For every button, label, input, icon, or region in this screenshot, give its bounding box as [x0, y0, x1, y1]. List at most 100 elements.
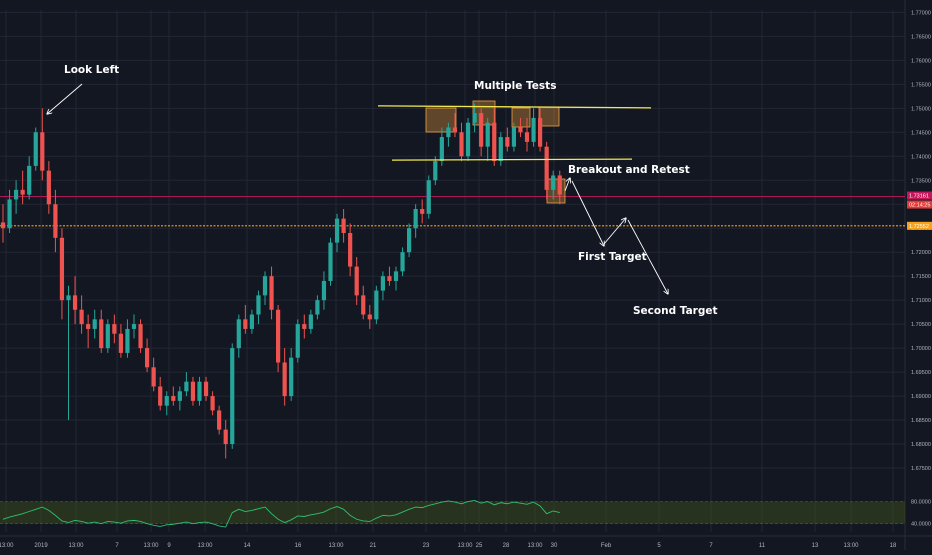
- rsi-tick-label: 80.0000: [911, 500, 931, 506]
- candle-body: [59, 237, 65, 301]
- candle-body: [511, 127, 516, 147]
- candle-body: [151, 367, 156, 387]
- candle-body: [105, 324, 110, 349]
- first-target-label: First Target: [578, 251, 647, 263]
- candle-body: [407, 228, 412, 253]
- candle-body: [158, 386, 163, 406]
- price-tick-label: 1.76000: [911, 58, 931, 64]
- price-axis[interactable]: 1.77000 1.76500 1.76000 1.75500 1.75000 1.745…: [907, 10, 932, 528]
- candle-body: [66, 295, 71, 301]
- candle-body: [27, 165, 32, 195]
- price-tick-label: 1.76500: [911, 34, 931, 40]
- candle-body: [262, 276, 268, 296]
- resistance-test-box: [546, 178, 566, 204]
- candle-body: [400, 252, 405, 272]
- candle-body: [86, 324, 91, 329]
- candle-body: [420, 209, 425, 214]
- look-left-arrow: [47, 83, 83, 114]
- candle-body: [269, 276, 274, 310]
- candle-body: [505, 137, 510, 147]
- multiple-tests-label: Multiple Tests: [474, 80, 556, 92]
- candle-body: [164, 396, 169, 406]
- candle-body: [472, 113, 477, 123]
- breakout-line[interactable]: [391, 158, 633, 161]
- candle-body: [92, 319, 97, 329]
- current-price-tag: 1.73161: [907, 191, 932, 200]
- candle-body: [538, 117, 543, 147]
- current-price-tag-text: 1.73161: [909, 194, 929, 200]
- candle-body: [531, 117, 536, 142]
- candle-body: [256, 295, 261, 315]
- candle-body: [14, 189, 19, 200]
- trend-lines[interactable]: [377, 105, 652, 161]
- candle-body: [295, 324, 300, 358]
- candle-body: [197, 381, 202, 401]
- candle-body: [433, 161, 438, 181]
- countdown-tag: 02:14:25: [907, 200, 932, 209]
- candle-body: [223, 429, 228, 445]
- candle-body: [33, 132, 38, 166]
- candle-body: [72, 295, 78, 310]
- candle-body: [203, 381, 209, 397]
- price-tick-label: 1.77000: [911, 10, 931, 16]
- candle-body: [354, 266, 359, 296]
- candle-body: [387, 276, 392, 281]
- time-axis[interactable]: 13:00 2019 13:00 7 13:00 9 13:00 14 16 13:00 21 23 1…: [0, 543, 897, 549]
- candle-body: [367, 314, 372, 320]
- resistance-test-box: [511, 107, 531, 128]
- time-tick-label: 13: [812, 543, 819, 549]
- candle-body: [485, 122, 490, 147]
- time-tick-label: 28: [503, 543, 510, 549]
- candle-body: [282, 362, 287, 397]
- time-tick-label: 18: [890, 543, 897, 549]
- candle-body: [99, 319, 104, 349]
- candle-body: [7, 199, 12, 229]
- bounce-arrow: [603, 218, 626, 245]
- rsi-pane: [0, 499, 905, 528]
- candle-body: [276, 309, 281, 363]
- candle-body: [230, 348, 235, 445]
- time-tick-label: 25: [476, 543, 483, 549]
- candle-body: [341, 218, 346, 234]
- candle-body: [40, 132, 45, 171]
- candle-body: [439, 137, 444, 162]
- candle-body: [544, 146, 549, 190]
- candle-body: [125, 328, 130, 353]
- time-tick-label: 13:00: [843, 543, 859, 549]
- support-price-tag: 1.72552: [907, 221, 932, 230]
- first-target-arrow: [571, 180, 604, 246]
- candle-body: [243, 319, 248, 329]
- candle-body: [138, 324, 143, 349]
- price-tick-label: 1.68500: [911, 418, 931, 424]
- time-tick-label: 5: [657, 543, 661, 549]
- countdown-tag-text: 02:14:25: [909, 203, 930, 209]
- candle-body: [426, 180, 431, 214]
- current-price-tag-bg: [907, 191, 932, 200]
- price-tick-label: 1.67500: [911, 466, 931, 472]
- candle-body: [249, 314, 254, 329]
- candle-body: [321, 280, 327, 301]
- time-tick-label: 13:00: [68, 543, 84, 549]
- candles: [0, 103, 562, 459]
- candle-body: [348, 233, 353, 267]
- time-tick-label: 30: [551, 543, 558, 549]
- candle-body: [289, 357, 294, 397]
- time-tick-label: 13:00: [0, 543, 14, 549]
- candle-body: [361, 295, 366, 315]
- candle-body: [177, 391, 182, 401]
- candle-body: [518, 127, 523, 133]
- price-tick-label: 1.69000: [911, 394, 931, 400]
- price-tick-label: 1.71500: [911, 274, 931, 280]
- resistance-line[interactable]: [377, 105, 652, 109]
- time-tick-label: 11: [759, 543, 766, 549]
- time-tick-label: 2019: [34, 543, 48, 549]
- candle-body: [557, 175, 562, 195]
- candle-body: [374, 290, 379, 320]
- resistance-test-box: [425, 107, 457, 133]
- candle-body: [79, 309, 84, 325]
- candle-body: [236, 319, 241, 349]
- price-tick-label: 1.70500: [911, 322, 931, 328]
- candle-body: [551, 175, 556, 190]
